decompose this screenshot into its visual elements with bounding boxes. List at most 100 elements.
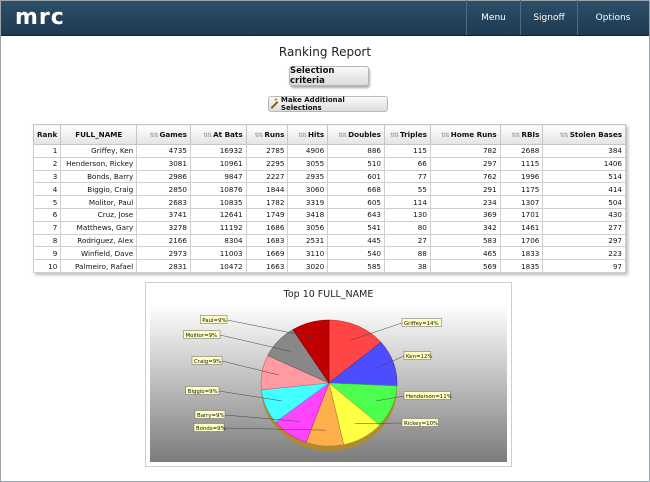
- cell-games: 2831: [136, 259, 191, 273]
- cell-full-name: Biggio, Craig: [60, 182, 138, 197]
- cell-rank: 9: [32, 246, 62, 261]
- cell-doubles: 445: [327, 233, 385, 248]
- label-leader-line: [354, 422, 403, 425]
- column-header-at-bats[interactable]: ⇅⇅ At Bats: [189, 124, 247, 145]
- cell-rbis: 1307: [499, 195, 544, 209]
- label-leader-line: [218, 390, 282, 402]
- table-row: 6 Cruz, Jose 3741 12641 1749 3418 643 130 369 170…: [32, 207, 626, 222]
- column-header-label: Rank: [37, 130, 58, 139]
- label-leader-line: [226, 319, 315, 338]
- column-header-label: Games: [159, 130, 187, 139]
- slice-label: Bonds=9%: [196, 426, 226, 432]
- cell-doubles: 540: [327, 246, 385, 261]
- cell-home-runs: 583: [429, 233, 501, 248]
- cell-rank: 3: [32, 169, 62, 184]
- column-header-label: RBIs: [521, 130, 540, 139]
- column-header-label: At Bats: [213, 130, 243, 139]
- ranking-table: Rank FULL_NAME ⇅⇅ Games ⇅⇅ At Bats ⇅⇅ Runs ⇅⇅ Hit…: [32, 124, 626, 273]
- slice-label: Griffey=14%: [404, 321, 439, 327]
- cell-at-bats: 10835: [189, 195, 247, 209]
- column-header-runs[interactable]: ⇅⇅ Runs: [245, 124, 289, 145]
- sort-arrows-icon[interactable]: ⇅⇅: [389, 132, 399, 139]
- cell-stolen-bases: 414: [542, 182, 626, 197]
- cell-hits: 3060: [287, 182, 329, 197]
- cell-triples: 115: [383, 144, 431, 158]
- cell-home-runs: 762: [429, 169, 501, 184]
- cell-triples: 55: [383, 182, 431, 197]
- column-header-games[interactable]: ⇅⇅ Games: [136, 124, 191, 145]
- slice-label-box: [183, 330, 221, 339]
- cell-stolen-bases: 504: [542, 195, 626, 209]
- table-row: 8 Rodriguez, Alex 2166 8304 1683 2531 445 27 583…: [32, 233, 626, 248]
- cell-full-name: Henderson, Rickey: [60, 156, 138, 171]
- cell-runs: 2785: [245, 144, 289, 158]
- make-additional-selections-label: Make Additional Selections: [280, 96, 345, 112]
- sort-arrows-icon[interactable]: ⇅⇅: [254, 132, 263, 139]
- column-header-home-runs[interactable]: ⇅⇅ Home Runs: [429, 124, 501, 145]
- make-additional-selections-button[interactable]: Make Additional Selections: [268, 96, 388, 112]
- table-row: 7 Matthews, Gary 3278 11192 1686 3056 541 80 342…: [32, 220, 626, 235]
- selection-criteria-button[interactable]: Selection criteria: [289, 66, 369, 86]
- cell-games: 2683: [136, 195, 191, 209]
- table-header-row: Rank FULL_NAME ⇅⇅ Games ⇅⇅ At Bats ⇅⇅ Runs ⇅⇅ Hit…: [32, 124, 626, 145]
- cell-full-name: Griffey, Ken: [60, 144, 138, 158]
- cell-rbis: 1175: [499, 182, 544, 197]
- column-header-rbis[interactable]: ⇅⇅ RBIs: [499, 124, 544, 145]
- cell-games: 3081: [136, 156, 191, 171]
- cell-triples: 114: [383, 195, 431, 209]
- column-header-hits[interactable]: ⇅⇅ Hits: [287, 124, 329, 145]
- cell-rank: 6: [32, 207, 62, 222]
- column-header-triples[interactable]: ⇅⇅ Triples: [383, 124, 431, 145]
- cell-at-bats: 10472: [189, 259, 247, 273]
- sort-arrows-icon[interactable]: ⇅⇅: [203, 132, 212, 139]
- sort-arrows-icon[interactable]: ⇅⇅: [338, 132, 347, 139]
- slice-label: Barry=9%: [197, 413, 225, 419]
- slice-label-box: [403, 391, 451, 400]
- cell-at-bats: 11003: [189, 246, 247, 261]
- cell-runs: 1686: [245, 220, 289, 235]
- cell-full-name: Palmeiro, Rafael: [60, 259, 138, 273]
- cell-games: 3278: [136, 220, 191, 235]
- column-header-doubles[interactable]: ⇅⇅ Doubles: [327, 124, 385, 145]
- cell-home-runs: 342: [429, 220, 501, 235]
- column-header-label: Doubles: [348, 130, 381, 139]
- cell-home-runs: 291: [429, 182, 501, 197]
- label-leader-line: [221, 360, 279, 376]
- slice-label: Molitor=9%: [186, 333, 218, 339]
- column-header-rank: Rank: [32, 124, 62, 145]
- cell-games: 2850: [136, 182, 191, 197]
- column-header-label: Stolen Bases: [569, 130, 622, 139]
- label-leader-line: [376, 395, 405, 402]
- app-logo: mrc: [15, 5, 65, 30]
- cell-stolen-bases: 223: [542, 246, 626, 261]
- signoff-button[interactable]: Signoff: [520, 0, 577, 35]
- column-header-stolen-bases[interactable]: ⇅⇅ Stolen Bases: [542, 124, 626, 145]
- sort-arrows-icon[interactable]: ⇅⇅: [511, 132, 520, 139]
- menu-button[interactable]: Menu: [466, 0, 520, 35]
- cell-stolen-bases: 514: [542, 169, 626, 184]
- cell-at-bats: 10876: [189, 182, 247, 197]
- sort-arrows-icon[interactable]: ⇅⇅: [297, 132, 307, 139]
- slice-label: Rickey=10%: [404, 421, 438, 427]
- cell-stolen-bases: 277: [542, 220, 626, 235]
- options-button[interactable]: Options: [577, 0, 648, 35]
- cell-home-runs: 569: [429, 259, 501, 273]
- cell-rbis: 2688: [499, 144, 544, 158]
- column-header-label: Triples: [400, 130, 427, 139]
- table-body: 1 Griffey, Ken 4735 16932 2785 4906 886 115 782 2…: [32, 144, 626, 273]
- cell-hits: 2531: [287, 233, 329, 248]
- pie-slice: [328, 319, 382, 384]
- cell-hits: 3055: [287, 156, 329, 171]
- slice-label-box: [200, 315, 228, 324]
- top-navigation-bar: mrc: [1, 1, 649, 36]
- cell-rbis: 1115: [499, 156, 544, 171]
- sort-arrows-icon[interactable]: ⇅⇅: [559, 132, 569, 139]
- page-title: Ranking Report: [278, 45, 372, 59]
- cell-doubles: 643: [327, 207, 385, 222]
- sort-arrows-icon[interactable]: ⇅⇅: [149, 132, 158, 139]
- chart-title: Top 10 FULL_NAME: [283, 289, 374, 300]
- slice-label-box: [185, 386, 220, 395]
- sort-arrows-icon[interactable]: ⇅⇅: [440, 132, 450, 139]
- cell-stolen-bases: 297: [542, 233, 626, 248]
